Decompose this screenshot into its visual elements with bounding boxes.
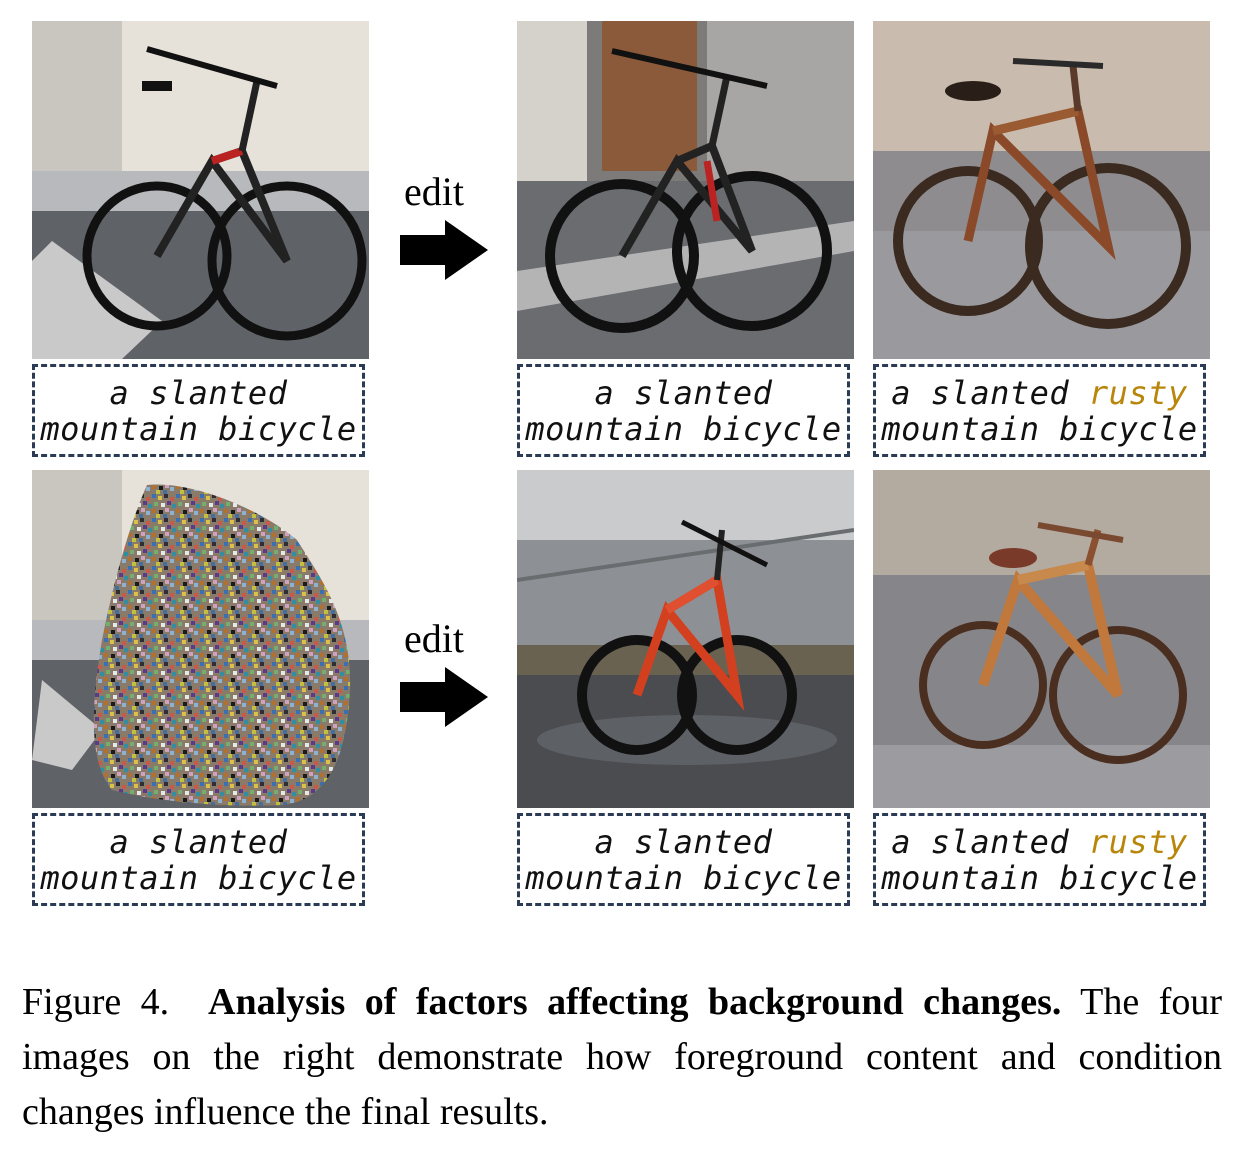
caption-line2: mountain bicycle [525, 858, 842, 897]
caption-line2: mountain bicycle [40, 409, 357, 448]
figure-title: Analysis of factors affecting background… [208, 981, 1062, 1023]
caption-highlight: rusty [1088, 822, 1188, 861]
rusty-bicycle-photo-icon [873, 21, 1210, 359]
caption-highlight: rusty [1088, 373, 1188, 412]
caption-line1: a slanted rusty [891, 824, 1187, 860]
caption-line1: a slanted [109, 822, 288, 861]
caption-line1: a slanted [594, 822, 773, 861]
caption-box-source-row2: a slanted mountain bicycle [32, 813, 365, 906]
edit-label-row2: edit [404, 616, 464, 661]
caption-box-result1-row2: a slanted mountain bicycle [517, 813, 850, 906]
caption-prefix: a slanted [891, 373, 1089, 412]
caption-box-result1-row1: a slanted mountain bicycle [517, 364, 850, 457]
caption-line2: mountain bicycle [881, 858, 1198, 897]
bicycle-photo-icon [32, 21, 369, 359]
right-arrow-icon [400, 220, 488, 280]
bicycle-photo-icon [517, 21, 854, 359]
caption-box-result2-row1: a slanted rusty mountain bicycle [873, 364, 1206, 457]
caption-line2: mountain bicycle [881, 409, 1198, 448]
rusty-bicycle-photo-icon [873, 470, 1210, 808]
result-photo-row1-a [517, 21, 854, 359]
source-photo-masked-row2 [32, 470, 369, 808]
caption-line2: mountain bicycle [40, 858, 357, 897]
caption-line1: a slanted [109, 373, 288, 412]
figure-caption: Figure 4. Analysis of factors affecting … [22, 975, 1222, 1140]
caption-prefix: a slanted [891, 822, 1089, 861]
caption-box-result2-row2: a slanted rusty mountain bicycle [873, 813, 1206, 906]
bicycle-photo-icon [517, 470, 854, 808]
result-photo-row1-b [873, 21, 1210, 359]
caption-box-source-row1: a slanted mountain bicycle [32, 364, 365, 457]
right-arrow-icon [400, 667, 488, 727]
figure-label: Figure 4. [22, 981, 170, 1023]
caption-line1: a slanted [594, 373, 773, 412]
result-photo-row2-a [517, 470, 854, 808]
caption-line2: mountain bicycle [525, 409, 842, 448]
figure-body: The four images on the right demonstrate… [22, 981, 1223, 1133]
caption-line1: a slanted rusty [891, 375, 1187, 411]
result-photo-row2-b [873, 470, 1210, 808]
edit-label-row1: edit [404, 169, 464, 214]
source-photo-row1 [32, 21, 369, 359]
masked-bicycle-photo-icon [32, 470, 369, 808]
